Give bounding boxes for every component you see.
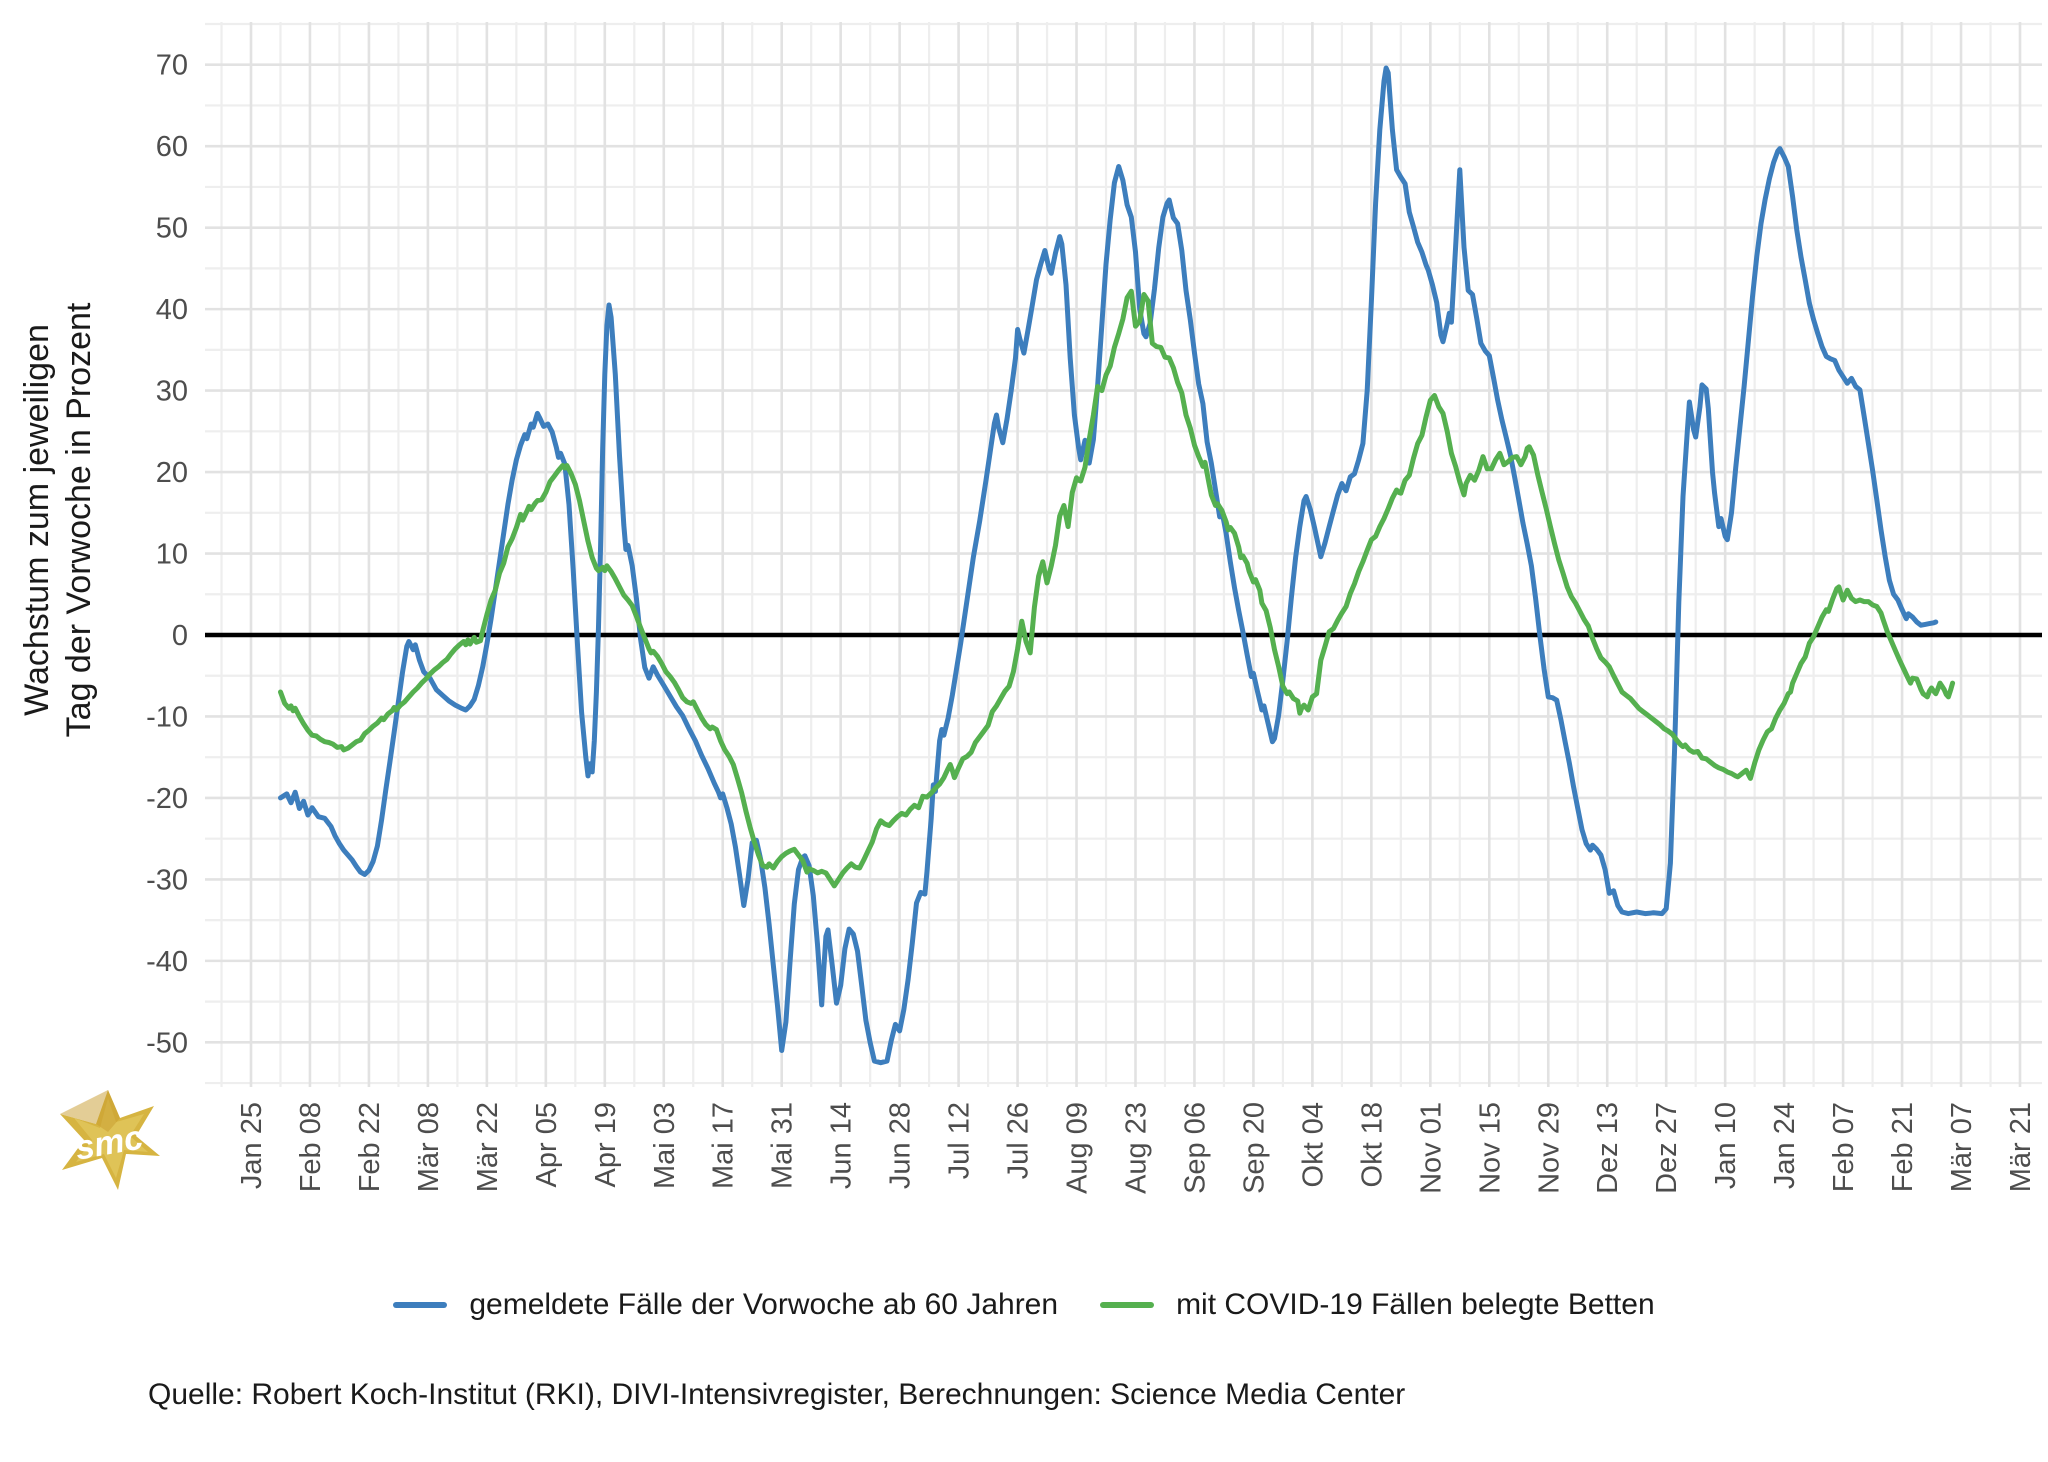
green-line-swatch-icon xyxy=(1100,1302,1155,1308)
x-tick-label: Jan 10 xyxy=(1710,1102,1742,1189)
x-tick-label: Mai 31 xyxy=(767,1102,799,1189)
smc-logo-star-facet xyxy=(74,1098,148,1178)
y-tick-label: 50 xyxy=(156,213,188,245)
x-tick-label: Jan 24 xyxy=(1769,1102,1801,1189)
source-note: Quelle: Robert Koch-Institut (RKI), DIVI… xyxy=(148,1378,1406,1411)
x-tick-label: Dez 27 xyxy=(1651,1102,1683,1194)
legend-label-beds: mit COVID-19 Fällen belegte Betten xyxy=(1176,1288,1655,1321)
x-tick-label: Okt 18 xyxy=(1356,1102,1388,1187)
x-tick-label: Jul 26 xyxy=(1003,1102,1035,1179)
y-tick-label: -30 xyxy=(146,864,188,896)
x-tick-label: Nov 15 xyxy=(1474,1102,1506,1194)
x-tick-label: Jul 12 xyxy=(944,1102,976,1179)
y-tick-label: 40 xyxy=(156,294,188,326)
legend-item-cases: gemeldete Fälle der Vorwoche ab 60 Jahre… xyxy=(393,1288,1058,1322)
x-tick-label: Sep 20 xyxy=(1238,1102,1270,1194)
y-tick-label: 0 xyxy=(172,620,188,652)
smc-logo: smc xyxy=(60,1090,160,1190)
x-tick-label: Aug 09 xyxy=(1062,1102,1094,1194)
x-tick-label: Jun 28 xyxy=(885,1102,917,1189)
x-tick-label: Nov 29 xyxy=(1533,1102,1565,1194)
x-tick-label: Dez 13 xyxy=(1592,1102,1624,1194)
y-tick-label: -20 xyxy=(146,783,188,815)
x-tick-label: Mai 03 xyxy=(649,1102,681,1189)
y-axis-title: Wachstum zum jeweiligen xyxy=(18,324,56,716)
x-tick-label: Mär 07 xyxy=(1946,1102,1978,1192)
x-tick-label: Feb 21 xyxy=(1887,1102,1919,1192)
x-tick-label: Mai 17 xyxy=(708,1102,740,1189)
y-tick-label: 10 xyxy=(156,539,188,571)
series-line-cases-blue xyxy=(278,65,1939,1066)
y-tick-label: -50 xyxy=(146,1027,188,1059)
x-tick-label: Mär 21 xyxy=(2005,1102,2037,1192)
x-tick-label: Jan 25 xyxy=(236,1102,268,1189)
growth-line-chart: -50 -40 -30 -20 -10 0 10 20 30 40 50 60 70 Jan 25 Feb … xyxy=(18,22,2042,1194)
y-tick-label: 60 xyxy=(156,131,188,163)
y-tick-label: 20 xyxy=(156,457,188,489)
y-tick-label: -10 xyxy=(146,701,188,733)
x-tick-label: Feb 22 xyxy=(354,1102,386,1192)
x-tick-label: Aug 23 xyxy=(1121,1102,1153,1194)
legend-item-beds: mit COVID-19 Fällen belegte Betten xyxy=(1100,1288,1655,1322)
x-tick-label: Apr 19 xyxy=(590,1102,622,1187)
y-axis-title: Tag der Vorwoche in Prozent xyxy=(60,302,98,737)
x-tick-label: Mär 22 xyxy=(472,1102,504,1192)
blue-line-swatch-icon xyxy=(393,1302,448,1308)
x-tick-label: Nov 01 xyxy=(1415,1102,1447,1194)
y-tick-label: 70 xyxy=(156,50,188,82)
smc-logo-star-shade xyxy=(60,1090,120,1132)
x-tick-label: Okt 04 xyxy=(1297,1102,1329,1187)
x-tick-label: Feb 07 xyxy=(1828,1102,1860,1192)
x-tick-label: Feb 08 xyxy=(295,1102,327,1192)
chart-legend: gemeldete Fälle der Vorwoche ab 60 Jahre… xyxy=(0,1288,2048,1322)
x-tick-label: Apr 05 xyxy=(531,1102,563,1187)
y-tick-label: 30 xyxy=(156,376,188,408)
legend-label-cases: gemeldete Fälle der Vorwoche ab 60 Jahre… xyxy=(469,1288,1059,1321)
y-tick-label: -40 xyxy=(146,946,188,978)
x-tick-label: Mär 08 xyxy=(413,1102,445,1192)
x-tick-label: Sep 06 xyxy=(1179,1102,1211,1194)
series-line-beds-green xyxy=(278,288,1956,889)
x-tick-label: Jun 14 xyxy=(826,1102,858,1189)
